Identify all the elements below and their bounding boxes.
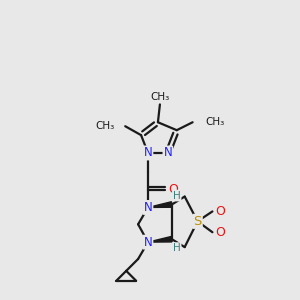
Text: CH₃: CH₃ [95, 121, 114, 131]
Text: N: N [144, 146, 152, 160]
Polygon shape [148, 236, 172, 242]
Text: N: N [144, 236, 152, 249]
Text: S: S [194, 215, 202, 228]
Polygon shape [148, 202, 172, 208]
Text: O: O [168, 183, 178, 196]
Text: N: N [144, 201, 152, 214]
Text: CH₃: CH₃ [150, 92, 170, 103]
Text: N: N [164, 146, 172, 160]
Text: H: H [173, 190, 181, 201]
Text: H: H [173, 243, 181, 253]
Text: CH₃: CH₃ [206, 117, 225, 127]
Text: O: O [215, 226, 225, 239]
Text: O: O [215, 205, 225, 218]
